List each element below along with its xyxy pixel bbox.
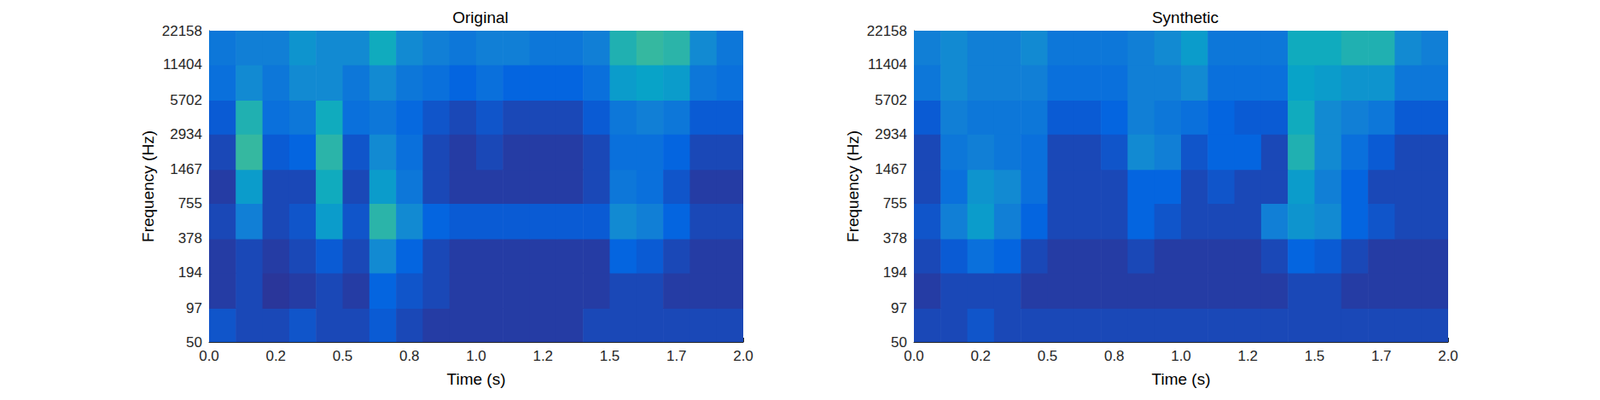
svg-text:1.0: 1.0 xyxy=(1170,348,1192,365)
svg-text:0.0: 0.0 xyxy=(903,348,925,365)
svg-text:1.2: 1.2 xyxy=(532,348,553,365)
svg-text:11404: 11404 xyxy=(162,56,203,73)
svg-text:11404: 11404 xyxy=(867,56,908,73)
svg-text:2934: 2934 xyxy=(169,126,203,143)
svg-text:22158: 22158 xyxy=(866,23,908,40)
svg-text:0.8: 0.8 xyxy=(1104,348,1125,365)
svg-text:755: 755 xyxy=(883,195,908,212)
svg-text:Frequency (Hz): Frequency (Hz) xyxy=(843,130,862,243)
svg-text:0.2: 0.2 xyxy=(265,348,286,365)
svg-text:2934: 2934 xyxy=(874,126,908,143)
svg-text:5702: 5702 xyxy=(169,92,203,109)
svg-text:1.2: 1.2 xyxy=(1237,348,1258,365)
svg-text:378: 378 xyxy=(178,230,203,247)
svg-text:1467: 1467 xyxy=(874,161,908,178)
svg-text:2.0: 2.0 xyxy=(1437,348,1459,365)
svg-text:2.0: 2.0 xyxy=(733,348,754,365)
svg-text:194: 194 xyxy=(883,264,908,281)
svg-text:22158: 22158 xyxy=(162,23,203,40)
svg-text:0.5: 0.5 xyxy=(332,348,354,365)
svg-text:378: 378 xyxy=(883,230,908,247)
svg-text:5702: 5702 xyxy=(874,92,908,109)
svg-text:1.5: 1.5 xyxy=(599,348,621,365)
svg-text:0.8: 0.8 xyxy=(399,348,420,365)
svg-text:Frequency (Hz): Frequency (Hz) xyxy=(139,130,158,243)
svg-text:50: 50 xyxy=(890,334,908,351)
svg-text:1467: 1467 xyxy=(169,161,203,178)
svg-text:755: 755 xyxy=(178,195,203,212)
svg-text:Time (s): Time (s) xyxy=(447,370,507,389)
svg-text:50: 50 xyxy=(186,334,203,351)
svg-text:1.7: 1.7 xyxy=(666,348,687,365)
svg-text:0.0: 0.0 xyxy=(198,348,220,365)
svg-text:97: 97 xyxy=(186,300,203,317)
svg-text:Original: Original xyxy=(452,8,508,27)
svg-text:0.5: 0.5 xyxy=(1037,348,1059,365)
svg-text:1.5: 1.5 xyxy=(1304,348,1326,365)
svg-text:1.7: 1.7 xyxy=(1371,348,1392,365)
svg-text:Time (s): Time (s) xyxy=(1152,370,1211,389)
svg-text:0.2: 0.2 xyxy=(970,348,991,365)
svg-text:97: 97 xyxy=(890,300,908,317)
svg-text:194: 194 xyxy=(178,264,203,281)
svg-text:Synthetic: Synthetic xyxy=(1152,8,1219,27)
svg-text:1.0: 1.0 xyxy=(465,348,487,365)
